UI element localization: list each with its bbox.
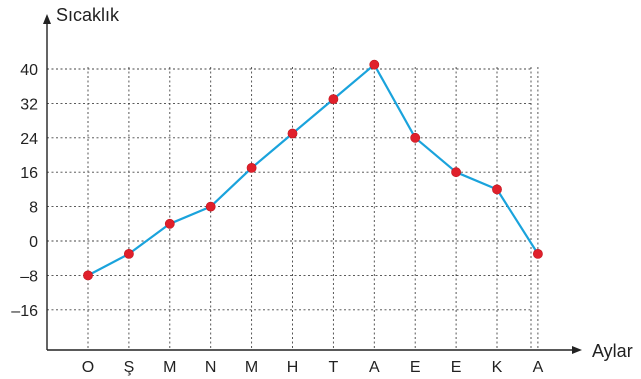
x-tick-label: E [410, 359, 421, 376]
data-point [246, 162, 257, 173]
x-tick-label: M [163, 359, 176, 376]
data-point [328, 94, 339, 104]
x-tick-label: N [205, 359, 217, 376]
data-point [164, 218, 175, 229]
x-tick-label: A [369, 359, 380, 376]
y-tick-label: 24 [20, 131, 38, 148]
x-tick-label: O [82, 359, 94, 376]
data-point [451, 167, 461, 178]
x-tick-label: T [329, 359, 339, 376]
x-tick-label: A [533, 359, 544, 376]
y-tick-label: 0 [29, 234, 38, 251]
data-point [492, 184, 502, 195]
y-tick-label: –8 [20, 268, 38, 285]
y-axis-label: Sıcaklık [56, 5, 120, 25]
y-tick-labels: 40 32 24 16 8 0 –8 –16 [11, 62, 38, 320]
series [83, 59, 543, 281]
x-axis-label: Aylar [592, 341, 633, 361]
x-tick-label: M [245, 359, 258, 376]
data-point [410, 132, 421, 143]
x-tick-label: H [287, 359, 299, 376]
grid [47, 67, 539, 350]
axes: Sıcaklık Aylar [43, 5, 633, 361]
x-tick-label: K [492, 359, 503, 376]
y-tick-label: –16 [11, 303, 38, 320]
y-tick-label: 8 [29, 200, 38, 217]
y-axis-arrow-icon [43, 14, 51, 24]
data-point [369, 59, 380, 70]
series-line [87, 63, 539, 277]
y-tick-label: 16 [20, 165, 38, 182]
x-tick-label: E [451, 359, 462, 376]
y-tick-label: 32 [20, 96, 38, 113]
y-tick-label: 40 [20, 62, 38, 79]
data-point [123, 248, 134, 259]
x-axis-arrow-icon [572, 346, 582, 354]
data-point [287, 128, 298, 139]
data-point [533, 248, 543, 259]
x-tick-label: Ş [124, 359, 135, 376]
data-point [205, 201, 216, 212]
data-point [83, 270, 93, 281]
